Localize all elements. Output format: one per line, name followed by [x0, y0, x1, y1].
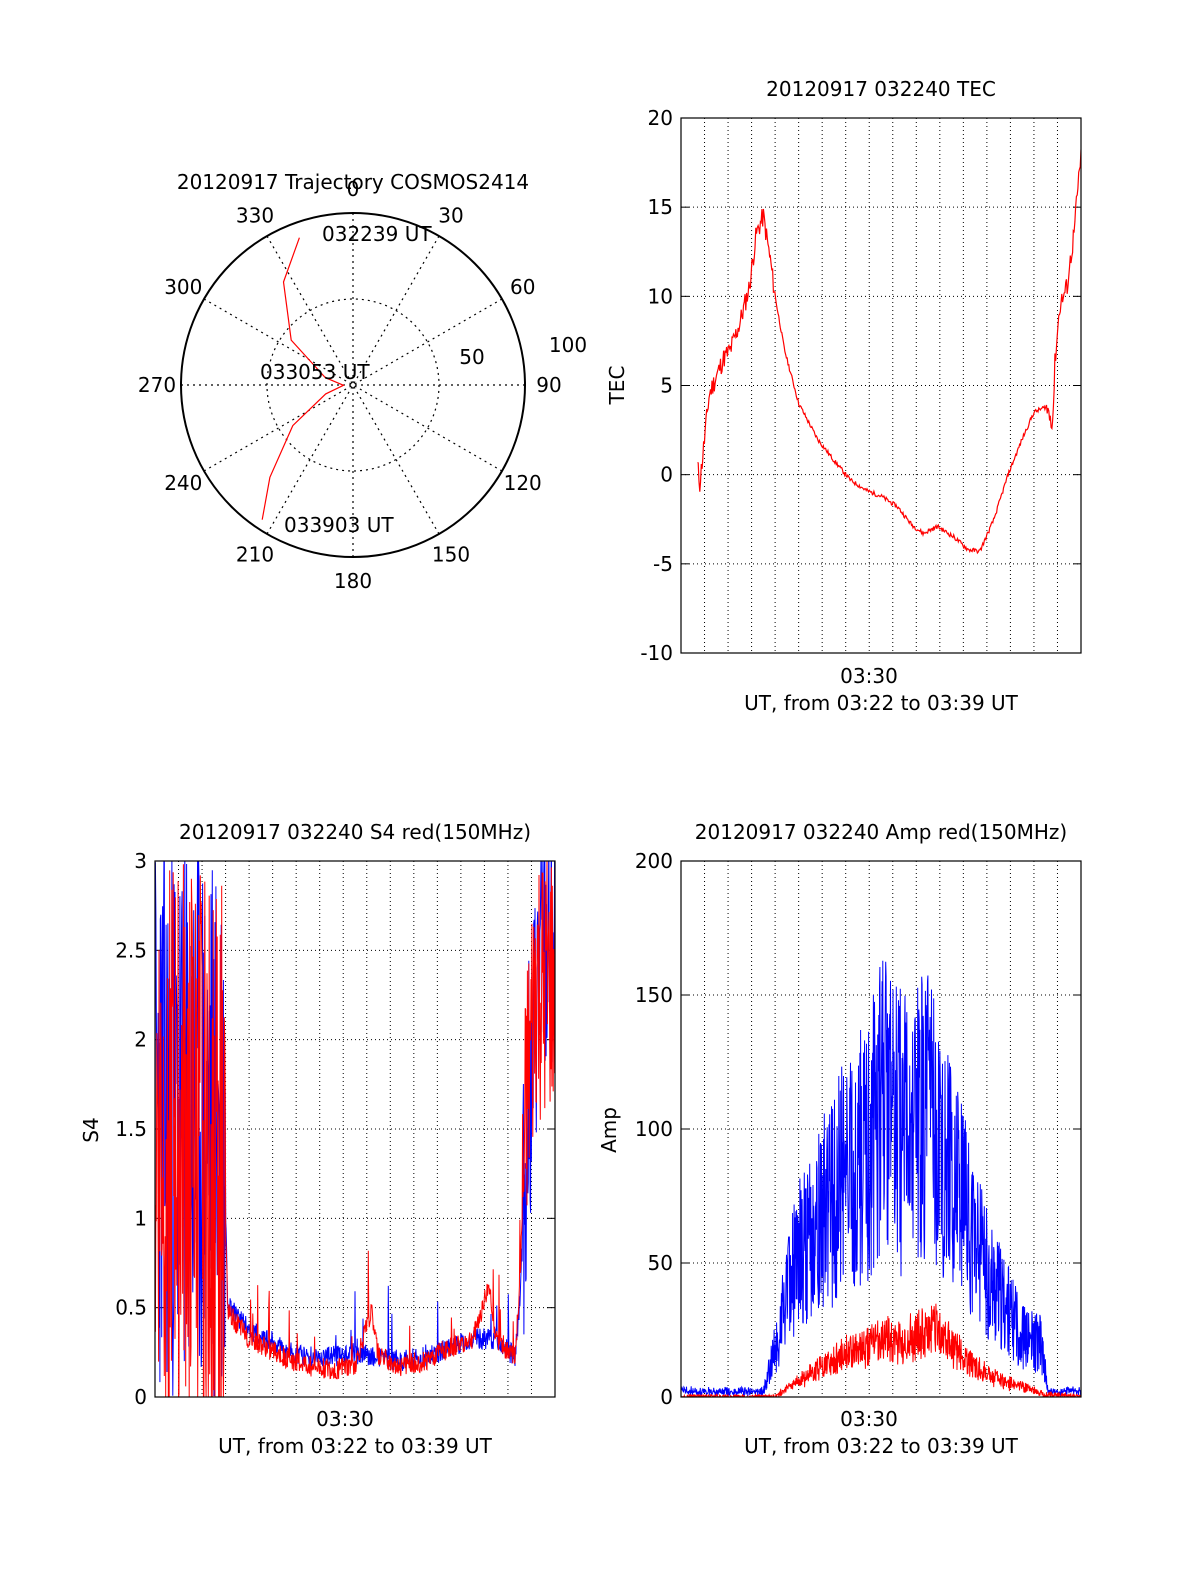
azimuth-label-0: 0 — [347, 177, 360, 201]
azimuth-label-30: 30 — [438, 203, 463, 227]
polar-grid — [181, 213, 525, 557]
s4-chart: 20120917 032240 S4 red(150MHz) S4 03:30 … — [79, 820, 556, 1458]
time-label-start: 032239 UT — [322, 222, 432, 246]
azimuth-label-150: 150 — [432, 543, 470, 567]
trajectory-track — [261, 237, 345, 520]
y-tick-label: 200 — [635, 849, 673, 873]
azimuth-label-90: 90 — [536, 373, 561, 397]
s4-x-tick-label: 03:30 — [316, 1407, 374, 1431]
tec-title: 20120917 032240 TEC — [766, 77, 996, 101]
elevation-label-50: 50 — [459, 345, 484, 369]
amp-x-tick-label: 03:30 — [840, 1407, 898, 1431]
azimuth-label-300: 300 — [164, 275, 202, 299]
y-tick-label: 3 — [134, 849, 147, 873]
azimuth-label-270: 270 — [138, 373, 176, 397]
series-line-2 — [155, 861, 555, 1397]
y-tick-label: 50 — [648, 1251, 673, 1275]
azimuth-label-240: 240 — [164, 471, 202, 495]
azimuth-labels: 0 30 60 90 120 150 180 210 240 270 300 330 — [138, 177, 562, 593]
series-line-2 — [681, 1303, 1081, 1397]
time-label-end: 033903 UT — [284, 513, 394, 537]
amp-ylabel: Amp — [597, 1107, 621, 1153]
azimuth-label-120: 120 — [504, 471, 542, 495]
plot-frame — [154, 860, 556, 1398]
y-tick-label: 100 — [635, 1117, 673, 1141]
elevation-label-100: 100 — [549, 333, 587, 357]
y-tick-label: 1.5 — [115, 1117, 147, 1141]
azimuth-label-60: 60 — [510, 275, 535, 299]
y-tick-label: 2 — [134, 1028, 147, 1052]
plot-frame — [680, 117, 1082, 654]
y-tick-label: 150 — [635, 983, 673, 1007]
azimuth-label-330: 330 — [236, 203, 274, 227]
amp-chart: 20120917 032240 Amp red(150MHz) Amp 03:3… — [597, 820, 1082, 1458]
tec-ylabel: TEC — [605, 366, 629, 406]
series-line-1 — [681, 960, 1081, 1397]
y-tick-label: -5 — [653, 552, 673, 576]
amp-xlabel: UT, from 03:22 to 03:39 UT — [744, 1434, 1019, 1458]
plot-frame — [680, 860, 1082, 1398]
grid-lines — [681, 118, 1081, 653]
y-tick-label: 0.5 — [115, 1296, 147, 1320]
azimuth-label-180: 180 — [334, 569, 372, 593]
polar-outer-ring — [180, 212, 526, 558]
tec-chart: 20120917 032240 TEC TEC 03:30 UT, from 0… — [605, 77, 1082, 715]
y-tick-label: 5 — [660, 374, 673, 398]
s4-title: 20120917 032240 S4 red(150MHz) — [179, 820, 531, 844]
y-tick-label: 0 — [134, 1385, 147, 1409]
y-tick-label: -10 — [640, 641, 673, 665]
y-tick-label: 0 — [660, 463, 673, 487]
y-tick-label: 15 — [648, 195, 673, 219]
trajectory-title: 20120917 Trajectory COSMOS2414 — [177, 170, 529, 194]
s4-ylabel: S4 — [79, 1117, 103, 1142]
y-tick-label: 2.5 — [115, 938, 147, 962]
y-tick-label: 10 — [648, 284, 673, 308]
trajectory-chart: 20120917 Trajectory COSMOS2414 0 30 60 90 12… — [138, 170, 587, 593]
s4-xlabel: UT, from 03:22 to 03:39 UT — [218, 1434, 493, 1458]
series-line-1 — [697, 149, 1081, 555]
tec-x-tick-label: 03:30 — [840, 664, 898, 688]
azimuth-label-210: 210 — [236, 543, 274, 567]
y-tick-label: 1 — [134, 1206, 147, 1230]
y-tick-label: 20 — [648, 106, 673, 130]
y-tick-label: 0 — [660, 1385, 673, 1409]
time-label-middle: 033053 UT — [260, 360, 370, 384]
tec-xlabel: UT, from 03:22 to 03:39 UT — [744, 691, 1019, 715]
amp-title: 20120917 032240 Amp red(150MHz) — [695, 820, 1067, 844]
